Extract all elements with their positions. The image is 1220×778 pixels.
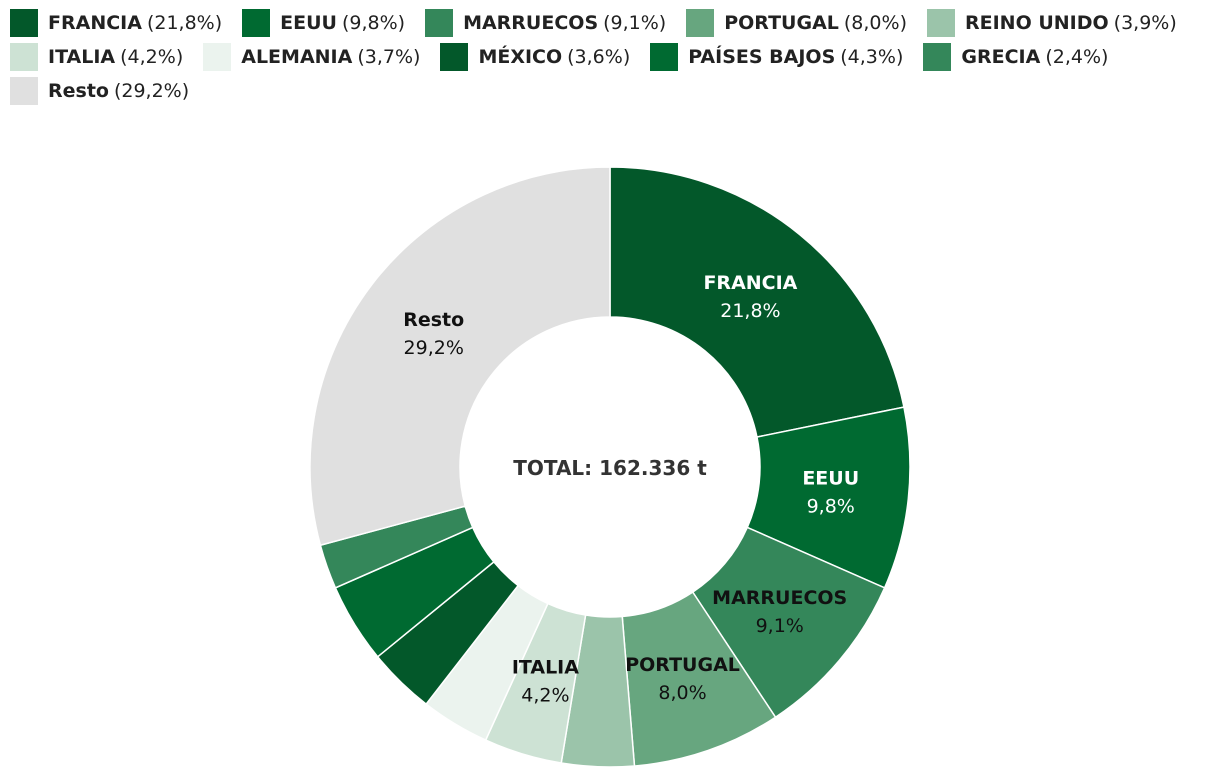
legend-value: (4,3%) (840, 46, 904, 68)
legend-swatch (242, 9, 271, 37)
legend-name: ITALIA (48, 46, 116, 68)
legend-item: PORTUGAL (8,0%) (686, 8, 907, 38)
slice-name-label: ITALIA (512, 656, 579, 678)
legend-item: EEUU (9,8%) (242, 8, 405, 38)
slice-name-label: EEUU (802, 468, 859, 490)
legend-item: Resto (29,2%) (10, 76, 189, 106)
legend-name: EEUU (280, 12, 337, 34)
legend-value: (3,9%) (1113, 12, 1177, 34)
legend-value: (21,8%) (146, 12, 223, 34)
slice-name-label: PORTUGAL (625, 654, 740, 676)
legend-item: REINO UNIDO (3,9%) (927, 8, 1177, 38)
legend-name: Resto (48, 80, 109, 102)
legend-item: PAÍSES BAJOS (4,3%) (650, 42, 903, 72)
legend-item: ITALIA (4,2%) (10, 42, 183, 72)
legend-name: MARRUECOS (463, 12, 599, 34)
legend: FRANCIA (21,8%) EEUU (9,8%) MARRUECOS (9,1%) P… (10, 8, 1210, 106)
legend-name: MÉXICO (478, 46, 563, 68)
legend-item: FRANCIA (21,8%) (10, 8, 222, 38)
legend-name: PAÍSES BAJOS (688, 46, 836, 68)
slice-value-label: 9,1% (756, 615, 804, 637)
legend-swatch (203, 43, 232, 71)
legend-item: GRECIA (2,4%) (923, 42, 1108, 72)
legend-value: (29,2%) (113, 80, 190, 102)
legend-item: MARRUECOS (9,1%) (425, 8, 666, 38)
slice-value-label: 21,8% (720, 300, 780, 322)
legend-item: MÉXICO (3,6%) (440, 42, 630, 72)
slice-name-label: MARRUECOS (712, 587, 847, 609)
legend-swatch (686, 9, 715, 37)
legend-value: (3,6%) (567, 46, 631, 68)
legend-value: (9,8%) (341, 12, 406, 34)
legend-name: ALEMANIA (241, 46, 353, 68)
legend-value: (9,1%) (603, 12, 667, 34)
slice-francia (609, 166, 905, 438)
slice-value-label: 8,0% (658, 682, 706, 704)
legend-name: FRANCIA (48, 12, 142, 34)
legend-swatch (10, 43, 38, 71)
slice-name-label: FRANCIA (703, 272, 797, 294)
legend-swatch (927, 9, 955, 37)
legend-value: (3,7%) (357, 46, 421, 68)
legend-value: (2,4%) (1045, 46, 1109, 68)
legend-swatch (10, 9, 38, 37)
legend-value: (8,0%) (843, 12, 907, 34)
slice-value-label: 4,2% (521, 684, 569, 706)
legend-item: ALEMANIA (3,7%) (203, 42, 420, 72)
legend-swatch (923, 43, 952, 71)
slice-resto (309, 166, 611, 547)
legend-swatch (425, 9, 454, 37)
legend-name: GRECIA (961, 46, 1041, 68)
slice-value-label: 9,8% (807, 496, 855, 518)
center-total-label: TOTAL: 162.336 t (513, 456, 707, 480)
legend-name: REINO UNIDO (965, 12, 1109, 34)
slice-value-label: 29,2% (404, 337, 464, 359)
legend-value: (4,2%) (120, 46, 184, 68)
slice-name-label: Resto (403, 309, 464, 331)
legend-swatch (10, 77, 38, 105)
legend-name: PORTUGAL (724, 12, 839, 34)
legend-swatch (440, 43, 469, 71)
legend-swatch (650, 43, 679, 71)
